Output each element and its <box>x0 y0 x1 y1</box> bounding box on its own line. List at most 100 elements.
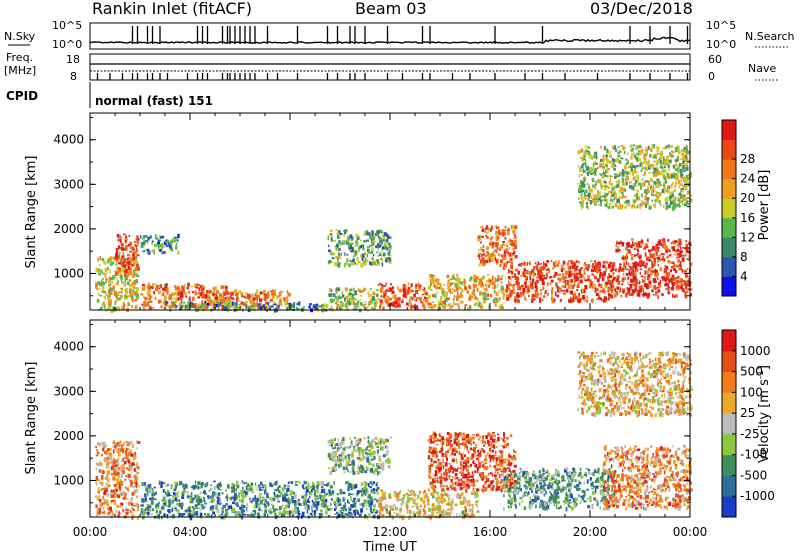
velocity-cell <box>118 452 120 457</box>
power-cell <box>511 271 513 275</box>
power-cell <box>487 254 491 259</box>
power-cell <box>676 168 679 172</box>
power-cell <box>355 263 358 266</box>
power-cell <box>102 284 105 289</box>
power-cell <box>580 165 584 169</box>
velocity-cell <box>178 513 181 517</box>
velocity-cell <box>257 498 261 501</box>
power-cell <box>673 267 676 271</box>
power-cell <box>514 276 518 280</box>
power-cell <box>141 303 144 306</box>
velocity-cell <box>136 466 140 469</box>
power-cell <box>564 289 566 293</box>
power-cell <box>161 250 163 255</box>
power-cell <box>109 305 112 308</box>
power-cell <box>578 197 580 200</box>
power-cell <box>245 301 249 304</box>
power-cell <box>376 300 379 304</box>
power-cell <box>118 261 121 265</box>
power-cell <box>377 261 380 266</box>
power-cell <box>534 272 536 276</box>
power-cell <box>551 266 555 270</box>
power-cell <box>553 265 556 268</box>
power-cell <box>530 287 534 290</box>
power-cell <box>652 270 656 273</box>
power-cell <box>474 284 477 287</box>
power-cell <box>507 240 511 243</box>
power-cell <box>666 187 669 190</box>
power-cell <box>580 194 583 198</box>
velocity-cell <box>132 509 136 511</box>
power-cell <box>493 301 497 304</box>
power-cell <box>485 232 489 235</box>
power-cell <box>127 269 131 274</box>
velocity-cell <box>127 473 131 478</box>
power-cell <box>616 184 619 188</box>
velocity-cell <box>142 503 144 507</box>
power-cell <box>171 303 174 308</box>
power-cell <box>597 261 601 266</box>
power-cell <box>689 262 693 265</box>
power-cell <box>377 242 379 246</box>
power-cell <box>375 289 379 291</box>
power-cell <box>621 172 625 177</box>
velocity-cell <box>321 502 323 505</box>
power-cell <box>502 229 506 232</box>
power-cell <box>460 294 464 298</box>
power-cell <box>361 256 364 261</box>
power-cell <box>200 289 204 294</box>
power-cell <box>438 300 441 304</box>
power-cell <box>605 154 608 158</box>
power-cell <box>594 183 597 186</box>
power-cell <box>590 260 593 263</box>
power-cell <box>624 188 627 192</box>
power-cell <box>175 293 178 297</box>
velocity-cell <box>122 490 125 495</box>
power-cell <box>235 292 238 296</box>
power-cell <box>430 289 433 292</box>
power-cell <box>595 298 599 300</box>
power-cell <box>104 307 106 311</box>
power-colorbar-tick-label: 12 <box>740 230 755 244</box>
velocity-cell <box>151 513 153 515</box>
power-cell <box>389 245 392 248</box>
power-cell <box>477 236 481 242</box>
power-cell <box>369 232 371 237</box>
power-cell <box>559 298 562 303</box>
power-cell <box>543 277 547 280</box>
power-cell <box>112 307 115 312</box>
velocity-cell <box>110 491 113 495</box>
power-cell <box>131 305 133 309</box>
power-cell <box>598 264 602 268</box>
power-cell <box>502 293 505 297</box>
power-cell <box>131 274 135 278</box>
power-cell <box>524 298 527 301</box>
power-cell <box>494 257 497 261</box>
power-cell <box>574 278 577 283</box>
power-cell <box>140 242 144 247</box>
power-cell <box>374 301 376 306</box>
power-cell <box>498 232 502 236</box>
power-cell <box>200 285 202 288</box>
power-cell <box>132 254 135 257</box>
power-cell <box>103 296 106 298</box>
power-cell <box>471 295 473 299</box>
velocity-cell <box>199 497 202 500</box>
power-cell <box>131 282 135 286</box>
power-cell <box>575 260 578 263</box>
power-cell <box>355 240 358 245</box>
power-cell <box>191 285 193 288</box>
power-cell <box>675 163 678 166</box>
power-cell <box>418 285 421 290</box>
power-cell <box>104 262 107 264</box>
power-cell <box>620 187 623 192</box>
velocity-cell <box>158 501 160 504</box>
power-cell <box>121 244 125 247</box>
power-cell <box>689 194 692 197</box>
power-cell <box>665 145 668 149</box>
power-cell <box>167 242 170 246</box>
velocity-cell <box>99 503 101 507</box>
power-cell <box>512 286 515 289</box>
power-cell <box>377 260 379 265</box>
power-cell <box>675 280 678 285</box>
